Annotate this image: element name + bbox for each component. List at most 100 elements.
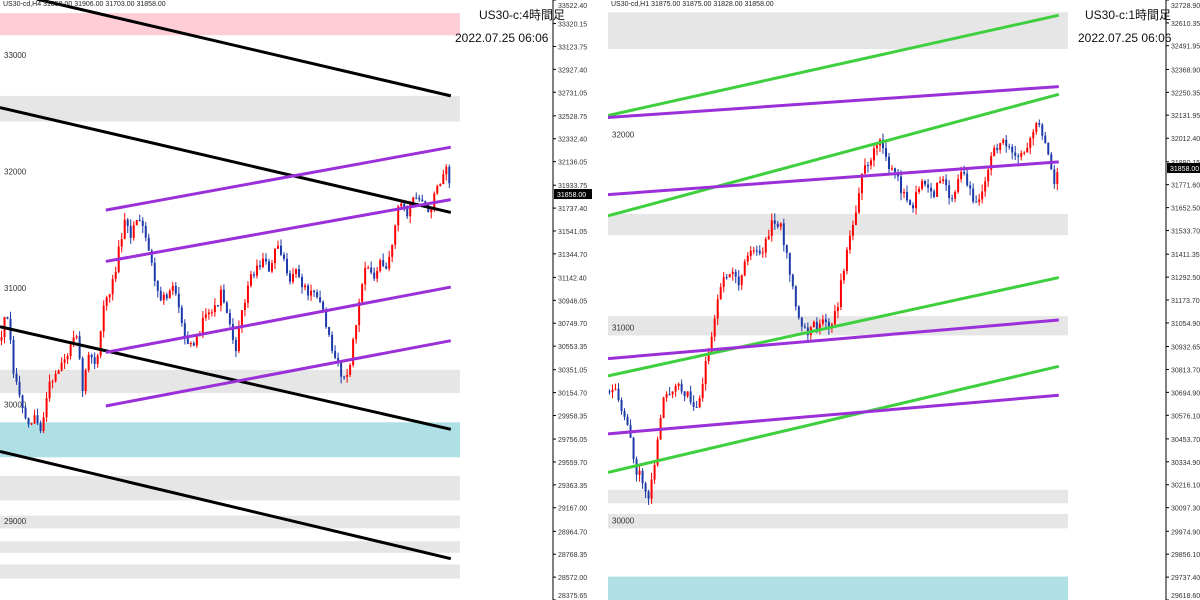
h1-candle-body — [722, 277, 725, 288]
h4-trendline-black[interactable] — [0, 449, 452, 561]
h1-candle-body — [788, 252, 791, 275]
h4-candle-body — [249, 274, 252, 286]
h4-candle-body — [370, 267, 373, 273]
h1-trendline-purple[interactable] — [608, 393, 1059, 436]
h1-y-tick-label: 30334.90 — [1171, 460, 1200, 467]
h1-candle-body — [969, 185, 972, 189]
h4-candle-body — [225, 302, 228, 313]
chart-h4-panel: 33000 32000 31000 30000 29000 33522.40 33320.1… — [0, 0, 592, 600]
h4-candle-body — [237, 325, 240, 352]
h1-candle-body — [743, 261, 746, 276]
h4-y-tick-label: 31142.40 — [558, 275, 587, 282]
h1-candle-body — [680, 383, 683, 392]
h4-candle-body — [27, 418, 30, 425]
h1-y-tick-label: 30694.90 — [1171, 390, 1200, 397]
h4-y-tick-label: 30154.70 — [558, 391, 587, 398]
h4-trendline-black[interactable] — [0, 325, 452, 431]
h4-candle-body — [361, 284, 364, 302]
h4-y-tick-label: 29756.05 — [558, 437, 587, 444]
h4-candle-body — [255, 265, 258, 276]
h1-grid-label: 32000 — [612, 131, 635, 140]
h1-candle-body — [617, 388, 620, 401]
h4-y-tick-label: 31541.05 — [558, 229, 587, 236]
h4-candle-body — [12, 339, 15, 374]
h1-candle-body — [719, 287, 722, 300]
h4-candle-body — [81, 358, 84, 391]
h1-candle-body — [972, 188, 975, 202]
h1-trendline-purple[interactable] — [608, 160, 1059, 197]
h4-trendline-purple[interactable] — [105, 285, 452, 354]
h4-candle-body — [442, 174, 445, 185]
h1-candle-body — [957, 179, 960, 193]
h1-candle-body — [710, 336, 713, 353]
h1-y-tick-label: 29856.10 — [1171, 552, 1200, 559]
h4-trendline-black[interactable] — [36, 0, 452, 98]
h4-trendline-purple[interactable] — [105, 145, 452, 212]
h1-trendline-green[interactable] — [608, 92, 1060, 218]
h4-candle-body — [15, 373, 18, 382]
h1-candle-body — [990, 156, 993, 170]
h4-candle-body — [445, 166, 448, 175]
h4-candle-body — [138, 220, 141, 222]
h1-candle-body — [1023, 152, 1026, 154]
h1-candle-body — [749, 250, 752, 256]
h1-candle-body — [915, 191, 918, 209]
h1-candle-body — [984, 181, 987, 192]
h4-grid-label: 31000 — [4, 284, 27, 293]
h4-candle-body — [364, 267, 367, 285]
h1-candle-body — [854, 212, 857, 226]
h1-candle-body — [758, 250, 761, 254]
h4-candle-body — [331, 334, 334, 351]
h1-candle-body — [794, 286, 797, 307]
h1-trendline-green[interactable] — [608, 364, 1060, 474]
h1-candle-body — [1011, 146, 1014, 153]
h1-y-tick-label: 32368.90 — [1171, 67, 1200, 74]
h1-candle-body — [671, 391, 674, 395]
h4-grid-label: 30000 — [4, 401, 27, 410]
h4-candle-body — [72, 337, 75, 345]
h1-candle-body — [818, 323, 821, 329]
h4-candle-body — [111, 278, 114, 295]
h4-candle-body — [295, 269, 298, 274]
h1-candle-body — [770, 220, 773, 236]
h4-y-tick-label: 31737.40 — [558, 206, 587, 213]
h4-zone-grey — [0, 541, 460, 553]
h1-candle-body — [903, 191, 906, 194]
h1-candle-body — [650, 479, 653, 499]
h4-trendline-purple[interactable] — [105, 339, 452, 408]
h1-candle-body — [921, 181, 924, 189]
h4-candle-body — [165, 294, 168, 299]
h4-trendline-black[interactable] — [0, 106, 452, 214]
h4-current-price-label: 31858.00 — [557, 192, 586, 199]
h1-trendline-green[interactable] — [608, 276, 1060, 378]
h4-candle-body — [87, 354, 90, 371]
h1-candle-body — [752, 250, 755, 252]
h4-zone-grey — [0, 564, 460, 579]
h4-candle-body — [385, 265, 388, 269]
h1-trendline-purple[interactable] — [608, 85, 1059, 119]
h1-candle-body — [951, 198, 954, 200]
h4-candle-body — [192, 343, 195, 346]
h1-zone-cyan — [608, 576, 1068, 600]
h4-candle-body — [397, 206, 400, 226]
h1-candle-body — [936, 182, 939, 197]
h4-y-tick-label: 29559.70 — [558, 460, 587, 467]
h4-candle-body — [283, 254, 286, 259]
h1-trendline-purple[interactable] — [608, 318, 1059, 361]
h4-grid-label: 29000 — [4, 517, 27, 526]
h4-candle-body — [343, 376, 346, 378]
h4-candle-body — [78, 336, 81, 359]
h1-candle-body — [737, 276, 740, 286]
h1-candle-body — [668, 394, 671, 396]
h1-candle-body — [993, 147, 996, 157]
h4-candle-body — [349, 365, 352, 375]
h1-candle-body — [782, 223, 785, 246]
h4-candle-body — [180, 307, 183, 324]
h4-candle-body — [412, 197, 415, 203]
h1-candle-body — [839, 280, 842, 308]
h1-candle-body — [689, 391, 692, 403]
h1-trendline-green[interactable] — [608, 13, 1060, 117]
h4-trendline-purple[interactable] — [105, 198, 452, 263]
h1-candle-body — [767, 235, 770, 240]
h4-y-tick-label: 28964.70 — [558, 529, 587, 536]
